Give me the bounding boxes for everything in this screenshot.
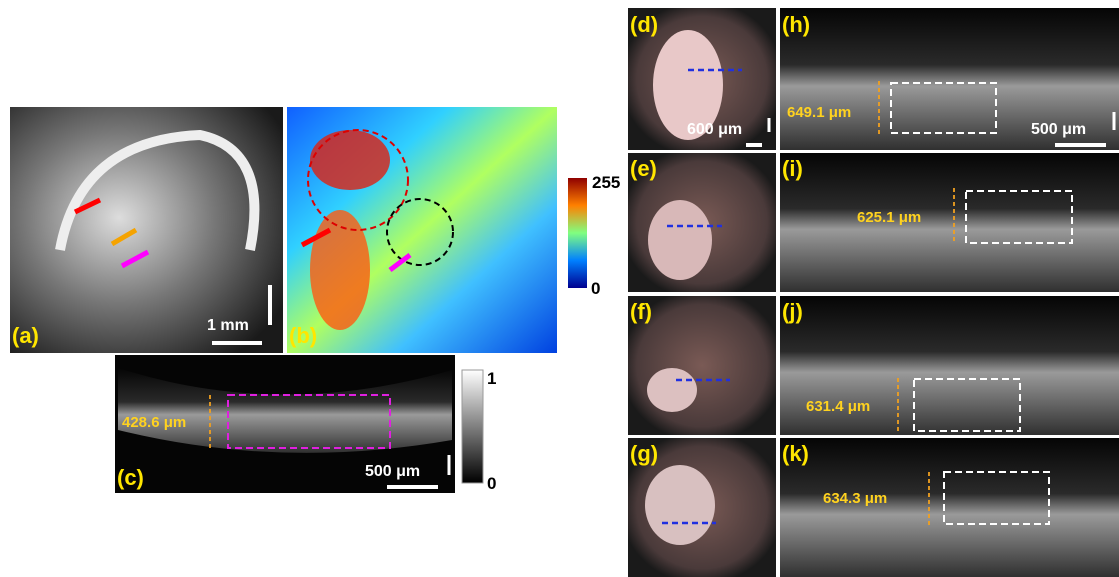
panel-label: (k) bbox=[782, 441, 809, 466]
image-k bbox=[780, 438, 1119, 577]
panel-label: (f) bbox=[630, 299, 652, 324]
thickness-label: 625.1 μm bbox=[857, 209, 921, 226]
colorbar bbox=[462, 370, 483, 483]
region bbox=[310, 130, 390, 190]
scale-label: 500 μm bbox=[365, 463, 420, 480]
scale-label: 1 mm bbox=[207, 317, 249, 334]
panel-label: (e) bbox=[630, 156, 657, 181]
thickness-label: 649.1 μm bbox=[787, 104, 851, 121]
scale-label: 500 μm bbox=[1031, 121, 1086, 138]
colorbar-min: 0 bbox=[487, 474, 496, 493]
panel-label: (c) bbox=[117, 465, 144, 490]
colorbar bbox=[568, 178, 587, 288]
colorbar-max: 1 bbox=[487, 369, 496, 388]
region bbox=[310, 210, 370, 330]
lens bbox=[645, 465, 715, 545]
panel-label: (d) bbox=[630, 12, 658, 37]
thickness-label: 428.6 μm bbox=[122, 414, 186, 431]
panel-label: (h) bbox=[782, 12, 810, 37]
panel-label: (g) bbox=[630, 441, 658, 466]
lens bbox=[648, 200, 712, 280]
panel-label: (a) bbox=[12, 323, 39, 348]
scale-label: 600 μm bbox=[687, 121, 742, 138]
thickness-label: 634.3 μm bbox=[823, 490, 887, 507]
panel-label: (j) bbox=[782, 299, 803, 324]
figure: 1 mm (a) (b) 255 0 428.6 μm 500 μm (c) 1… bbox=[0, 0, 1119, 577]
colorbar-max: 255 bbox=[592, 173, 620, 192]
lens bbox=[647, 368, 697, 412]
image-i bbox=[780, 153, 1119, 292]
thickness-label: 631.4 μm bbox=[806, 398, 870, 415]
eye-column: 600 μm (d) (e) (f) (g) bbox=[628, 8, 776, 577]
panel-label: (b) bbox=[289, 323, 317, 348]
oct-column: 649.1 μm 625.1 μm 631.4 μm 634.3 μm 500 … bbox=[780, 8, 1119, 577]
colorbar-min: 0 bbox=[591, 279, 600, 298]
panel-label: (i) bbox=[782, 156, 803, 181]
